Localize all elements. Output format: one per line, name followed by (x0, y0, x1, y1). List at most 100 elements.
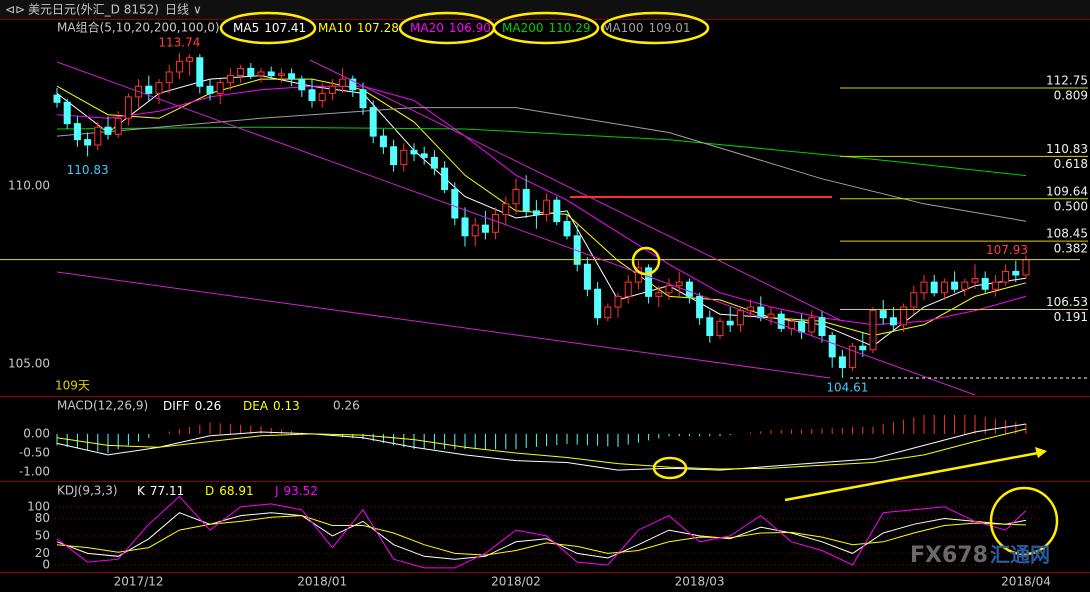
candle-body (645, 267, 653, 297)
candle-body (940, 281, 948, 294)
candle-body (961, 281, 969, 290)
series-line (56, 512, 1027, 560)
legend-name: DIFF (163, 399, 190, 413)
legend-entry: MA100 109.01 (602, 21, 690, 35)
candle-body (685, 281, 693, 297)
series-line (56, 428, 1027, 470)
candle-body (216, 82, 224, 94)
candle-body (84, 139, 92, 146)
candle-body (492, 213, 500, 233)
candle-body (665, 285, 673, 294)
candle-body (859, 345, 867, 351)
legend-value: 77.11 (150, 484, 184, 498)
y-tick-label: 105.00 (8, 357, 50, 371)
candle-body (328, 85, 336, 94)
candle-body (889, 317, 897, 326)
trend-line (309, 59, 841, 321)
candle-body (124, 96, 132, 119)
candle-body (410, 149, 418, 155)
highlight-circle (631, 246, 661, 276)
nav-icon[interactable]: ⊲⊳ (5, 3, 25, 17)
candle-body (798, 320, 806, 333)
candle-body (583, 263, 591, 290)
candle-body (481, 224, 489, 233)
candle-body (247, 67, 255, 77)
candle-body (1012, 270, 1020, 276)
candle-body (379, 135, 387, 148)
series-line (56, 495, 1027, 569)
candle-body (532, 210, 540, 215)
plot-area: 105.00110.00112.750.809110.830.618109.64… (0, 20, 1088, 589)
candle-body (94, 126, 102, 146)
y-tick-label: -0.50 (19, 445, 50, 459)
y-tick-label: 50 (35, 528, 50, 542)
candle-body (920, 281, 928, 294)
arrow-head (1035, 447, 1047, 458)
candle-body (155, 82, 163, 94)
drawings (56, 11, 1090, 556)
series-line (56, 107, 1027, 222)
legend-title: MA组合(5,10,20,200,100,0) (57, 20, 220, 35)
x-tick-label: 2018/04 (1001, 575, 1051, 589)
legend-entry: DIFF 0.26 (163, 399, 221, 413)
candle-body (879, 310, 887, 319)
legend-entry: DEA 0.13 (243, 399, 300, 413)
candle-body (1002, 270, 1010, 283)
candle-body (522, 189, 530, 212)
candle-body (114, 117, 122, 135)
arrow (784, 451, 1039, 502)
candle-body (716, 320, 724, 337)
candle-body (675, 281, 683, 287)
candle-body (951, 281, 959, 290)
x-tick-label: 2018/02 (491, 575, 541, 589)
highlight-ellipse (219, 11, 317, 45)
legend-value: 0.26 (333, 399, 360, 413)
highlight-ellipse (600, 11, 710, 45)
candle-body (318, 92, 326, 101)
highlight-ellipse (492, 11, 600, 45)
legend-entry: MA200 110.29 (502, 21, 590, 35)
series-line (56, 515, 1027, 556)
legend-name: D (205, 484, 214, 498)
candle-body (196, 57, 204, 87)
candle-body (634, 267, 642, 283)
candle-body (900, 306, 908, 326)
legend-name: J (274, 484, 279, 498)
period-dropdown[interactable]: ∨ (193, 3, 202, 17)
candle-body (910, 292, 918, 308)
legend-value: 93.52 (284, 484, 318, 498)
candle-body (543, 199, 551, 215)
candle-body (991, 281, 999, 290)
candle-body (747, 306, 755, 312)
candle-body (614, 295, 622, 308)
highlight-circle (989, 486, 1059, 556)
header-bar (0, 0, 1090, 19)
candle-body (53, 94, 61, 103)
fib-price: 108.45 (1046, 227, 1088, 241)
y-tick-label: 0.00 (23, 426, 50, 440)
legend-value: 107.28 (357, 21, 399, 35)
fib-ratio: 0.618 (1054, 157, 1088, 171)
candle-body (736, 310, 744, 326)
candle-body (726, 320, 734, 326)
candle-body (451, 189, 459, 219)
fib-ratio: 0.191 (1054, 310, 1088, 324)
candle-body (257, 71, 265, 77)
legend-title: KDJ(9,3,3) (57, 484, 118, 498)
candle-body (838, 356, 846, 369)
legend-name: DEA (243, 399, 269, 413)
candle-body (461, 217, 469, 237)
candle-body (502, 203, 510, 215)
high-label: 113.74 (158, 35, 200, 49)
candle-body (430, 156, 438, 169)
period[interactable]: 日线 (165, 3, 189, 17)
fib-ratio: 0.382 (1054, 242, 1088, 256)
candle-body (624, 281, 632, 297)
candle-body (267, 71, 275, 77)
candle-body (981, 278, 989, 290)
series-line (56, 423, 1027, 471)
legend-entry: J 93.52 (274, 484, 318, 498)
candle-body (930, 281, 938, 294)
low-label: 110.83 (67, 163, 109, 177)
